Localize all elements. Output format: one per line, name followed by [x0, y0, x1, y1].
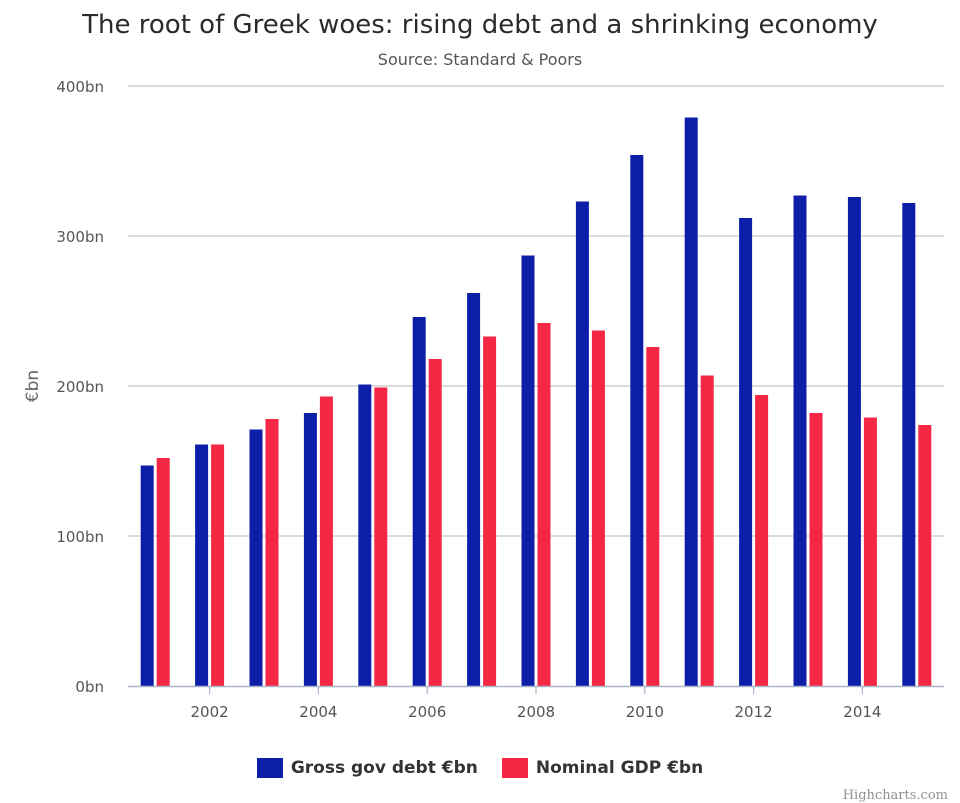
bar-gdp[interactable]	[646, 347, 660, 686]
bar-debt[interactable]	[249, 429, 263, 687]
legend: Gross gov debt €bn Nominal GDP €bn	[0, 758, 960, 778]
y-tick-label: 400bn	[56, 78, 104, 96]
bar-gdp[interactable]	[265, 419, 279, 686]
bar-debt[interactable]	[412, 317, 426, 686]
bar-debt[interactable]	[467, 293, 481, 686]
bar-gdp[interactable]	[428, 359, 442, 686]
bar-debt[interactable]	[140, 465, 154, 687]
legend-swatch-debt	[256, 758, 283, 778]
chart-subtitle: Source: Standard & Poors	[377, 50, 583, 69]
bar-debt[interactable]	[521, 255, 535, 687]
bar-gdp[interactable]	[700, 375, 714, 687]
bar-gdp[interactable]	[156, 458, 170, 686]
bar-gdp[interactable]	[374, 387, 388, 687]
bar-debt[interactable]	[793, 195, 807, 687]
x-tick-label: 2010	[626, 703, 664, 721]
bar-gdp[interactable]	[918, 425, 932, 686]
bar-gdp[interactable]	[591, 330, 605, 687]
gridlines	[128, 85, 944, 537]
x-tick-label: 2002	[191, 703, 229, 721]
x-tick-label: 2008	[517, 703, 555, 721]
bars	[140, 117, 932, 687]
bar-debt[interactable]	[358, 384, 372, 687]
x-tick-label: 2006	[408, 703, 446, 721]
legend-label-gdp: Nominal GDP €bn	[535, 758, 704, 778]
legend-item-debt[interactable]: Gross gov debt €bn	[256, 758, 478, 778]
bar-debt[interactable]	[303, 413, 317, 686]
bar-debt[interactable]	[847, 197, 861, 686]
y-tick-label: 0bn	[75, 678, 104, 696]
credits-link[interactable]: Highcharts.com	[842, 788, 948, 803]
x-tick-label: 2014	[843, 703, 881, 721]
bar-debt[interactable]	[630, 155, 644, 686]
bar-gdp[interactable]	[755, 395, 769, 686]
x-tick-label: 2004	[299, 703, 337, 721]
legend-swatch-gdp	[501, 758, 528, 778]
bar-gdp[interactable]	[809, 413, 823, 686]
bar-gdp[interactable]	[319, 396, 333, 687]
y-tick-label: 300bn	[56, 228, 104, 246]
bar-debt[interactable]	[575, 201, 589, 687]
bar-debt[interactable]	[195, 444, 209, 687]
bar-debt[interactable]	[739, 218, 753, 686]
bar-debt[interactable]	[902, 203, 916, 686]
bar-gdp[interactable]	[483, 336, 497, 687]
y-axis-title: €bn	[23, 370, 43, 402]
legend-item-gdp[interactable]: Nominal GDP €bn	[501, 758, 704, 778]
bar-debt[interactable]	[684, 117, 698, 687]
legend-label-debt: Gross gov debt €bn	[290, 758, 478, 778]
y-tick-label: 200bn	[56, 378, 104, 396]
chart-title: The root of Greek woes: rising debt and …	[82, 10, 878, 40]
bar-gdp[interactable]	[863, 417, 877, 687]
bar-gdp[interactable]	[537, 323, 551, 686]
bar-gdp[interactable]	[211, 444, 225, 687]
y-tick-label: 100bn	[56, 528, 104, 546]
axes: 0bn 100bn 200bn 300bn 400bn €bn 2002 2004 2006 20…	[23, 78, 944, 721]
x-tick-label: 2012	[735, 703, 773, 721]
